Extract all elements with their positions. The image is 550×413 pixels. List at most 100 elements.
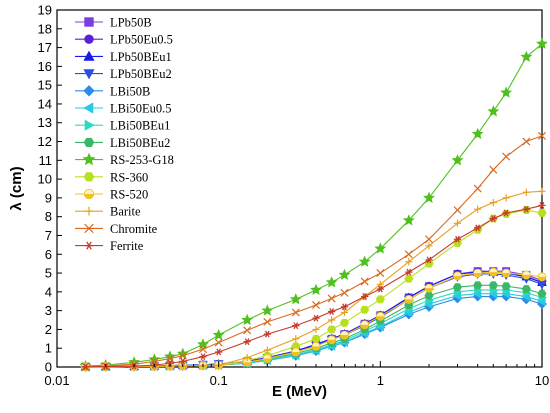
data-point [405,268,413,276]
data-point [179,357,187,365]
legend-entry: Ferrite [75,239,144,253]
data-point [520,50,533,63]
data-point [198,345,208,354]
data-point [537,272,547,282]
data-point [84,34,94,44]
y-tick-label: 12 [38,134,52,149]
data-point [404,294,414,304]
data-point-fill [376,316,384,320]
data-point [340,288,349,297]
data-point [521,270,531,280]
data-point [424,291,434,300]
data-point [425,242,433,250]
data-point-fill [474,273,482,277]
data-point [424,283,434,293]
legend-entry: RS-360 [75,170,148,184]
data-point [263,317,272,326]
data-point [489,215,497,223]
y-tick-label: 10 [38,172,52,187]
y-tick-label: 3 [45,303,52,318]
data-point [452,283,463,292]
data-point [488,267,498,277]
data-point-fill [489,272,497,276]
legend-entry: LBi50Eu0.5 [75,102,171,116]
data-point [263,346,271,354]
y-tick-label: 16 [38,59,52,74]
data-point [500,86,513,98]
data-point [451,154,464,166]
data-point [521,285,531,293]
y-tick-label: 4 [45,284,52,299]
x-tick-label: 0.1 [210,373,228,388]
data-point [339,318,350,327]
y-tick-label: 7 [45,228,52,243]
data-point [291,308,300,317]
legend-entry: LPb50B [75,16,152,30]
legend-entry: LBi50B [75,84,150,98]
data-point [473,281,483,290]
y-tick-label: 5 [45,266,52,281]
data-point [311,300,321,310]
data-point [289,293,302,305]
series-chromite [81,131,547,371]
y-tick-label: 6 [45,247,52,262]
data-point [453,235,462,243]
data-point [453,206,462,215]
legend-entry: LPb50BEu1 [75,50,172,64]
data-point [376,280,384,288]
data-point-fill [312,346,320,350]
series-line [85,135,543,367]
data-point [471,127,484,140]
data-point [537,131,547,140]
y-tick-label: 19 [38,3,52,18]
data-point [340,330,349,340]
data-point-fill [243,362,251,366]
data-point [358,255,371,267]
data-point [489,165,498,174]
data-point [489,198,497,207]
data-point [261,304,274,316]
data-point [292,335,300,343]
legend-label: RS-520 [110,188,148,202]
data-point [83,85,95,97]
y-tick-label: 8 [45,209,52,224]
x-tick-label: 1 [377,373,384,388]
data-point [522,205,530,213]
data-point [404,274,414,283]
legend-label: LBi50BEu1 [110,119,170,133]
data-point [424,235,434,244]
legend-label: LBi50B [110,84,150,98]
data-point [474,205,482,213]
data-point [340,303,349,311]
x-tick-label: 10 [535,373,549,388]
data-point [473,268,483,278]
y-tick-label: 13 [38,115,52,130]
legend-label: Chromite [110,222,158,236]
data-point [537,289,547,298]
data-point [488,281,498,290]
data-point [328,316,336,324]
data-point [243,326,252,335]
data-point [360,320,370,330]
data-point [502,152,511,161]
data-point [84,17,94,27]
y-tick-label: 15 [38,78,52,93]
data-point-fill [502,273,510,277]
data-point [376,269,385,278]
series-ferrite [81,201,546,371]
legend-entry: Chromite [75,222,158,236]
legend-entry: RS-253-G18 [75,152,174,167]
data-point [242,357,252,367]
legend-entry: Barite [75,205,141,219]
y-tick-label: 17 [38,40,52,55]
data-point [473,184,482,193]
data-point [537,208,547,217]
y-tick-label: 11 [39,153,53,168]
y-tick-label: 18 [38,21,52,36]
data-point [212,328,225,341]
data-point [81,363,90,371]
data-point [360,277,369,286]
